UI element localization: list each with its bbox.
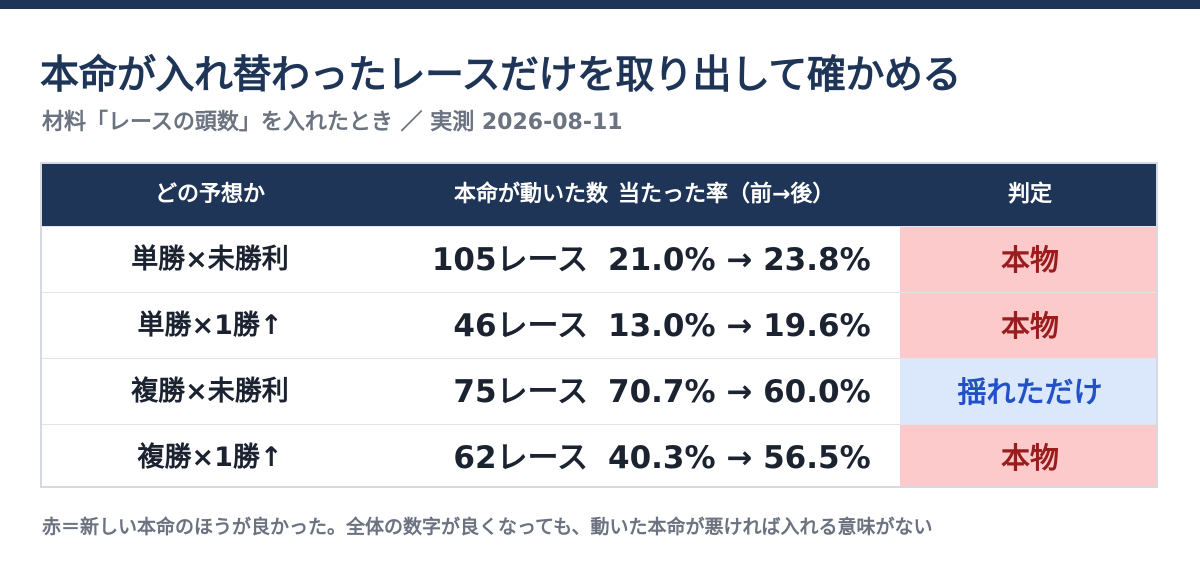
- model-cell: 複勝×未勝利: [131, 376, 289, 407]
- footnote: 赤＝新しい本命のほうが良かった。全体の数字が良くなっても、動いた本命が悪ければ入…: [42, 516, 933, 538]
- verdict-badge: 本物: [900, 425, 1156, 486]
- model-cell: 単勝×1勝↑: [137, 310, 283, 341]
- table-row: 複勝×1勝↑ 62レース 40.3% → 56.5% 本物: [42, 424, 1156, 486]
- header-count: 本命が動いた数: [453, 182, 608, 207]
- rate-cell: 13.0% → 19.6%: [608, 308, 871, 344]
- verdict-badge: 揺れただけ: [900, 359, 1156, 425]
- model-cell: 複勝×1勝↑: [137, 442, 283, 473]
- count-cell: 105レース: [431, 242, 588, 278]
- count-cell: 46レース: [453, 308, 588, 344]
- page-subtitle: 材料「レースの頭数」を入れたとき ／ 実測 2026-08-11: [42, 110, 623, 135]
- count-cell: 62レース: [453, 440, 588, 476]
- rate-cell: 21.0% → 23.8%: [608, 242, 871, 278]
- model-cell: 単勝×未勝利: [131, 244, 289, 275]
- rate-cell: 70.7% → 60.0%: [608, 374, 871, 410]
- table-row: 単勝×1勝↑ 46レース 13.0% → 19.6% 本物: [42, 292, 1156, 359]
- header-verdict: 判定: [1007, 182, 1052, 207]
- table-row: 単勝×未勝利 105レース 21.0% → 23.8% 本物: [42, 226, 1156, 293]
- top-accent-bar: [0, 0, 1200, 9]
- verdict-badge: 本物: [900, 293, 1156, 359]
- results-table: どの予想か 本命が動いた数 当たった率（前→後） 判定 単勝×未勝利 105レー…: [40, 162, 1158, 488]
- verdict-badge: 本物: [900, 227, 1156, 293]
- table-header: どの予想か 本命が動いた数 当たった率（前→後） 判定: [42, 164, 1156, 226]
- header-model: どの予想か: [154, 182, 265, 207]
- count-cell: 75レース: [453, 374, 588, 410]
- page-title: 本命が入れ替わったレースだけを取り出して確かめる: [40, 53, 961, 98]
- table-row: 複勝×未勝利 75レース 70.7% → 60.0% 揺れただけ: [42, 358, 1156, 425]
- header-rate: 当たった率（前→後）: [618, 182, 835, 207]
- rate-cell: 40.3% → 56.5%: [608, 440, 871, 476]
